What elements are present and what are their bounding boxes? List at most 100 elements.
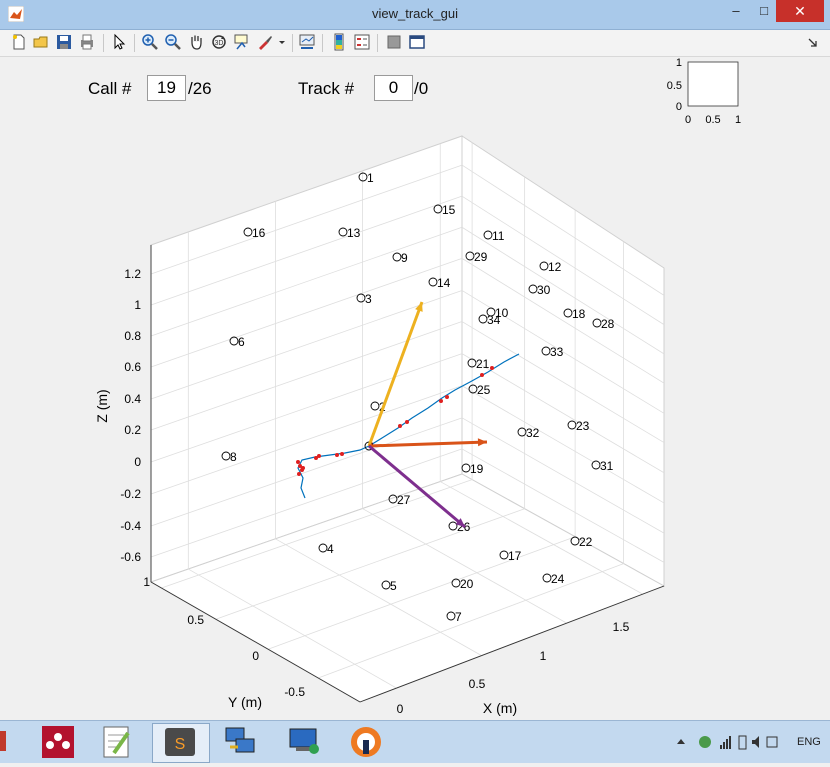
track-point (398, 424, 402, 428)
inset-axes: 1 0.5 0 0 0.5 1 (667, 57, 741, 126)
z-gridline (150, 321, 463, 431)
marker-label: 22 (579, 535, 593, 549)
z-gridline (150, 164, 463, 275)
data-cursor-icon[interactable] (233, 33, 251, 51)
legend-icon[interactable] (353, 33, 371, 51)
plot-svg[interactable]: 1 0.5 0 0 0.5 1 1.2 1 0.8 0.6 0.4 0.2 0 -0.2 -0.… (0, 0, 830, 720)
marker-label: 9 (401, 251, 408, 265)
z-tick-label: 0.2 (124, 423, 141, 437)
track-number-input[interactable]: 0 (374, 75, 413, 101)
marker-circle (541, 346, 551, 356)
marker-label: 8 (230, 450, 237, 464)
y-axis-label: Y (m) (228, 694, 262, 710)
tray-signal-icon[interactable] (720, 736, 731, 749)
y-tick-label: 0 (252, 649, 259, 663)
mendeley-task[interactable] (36, 723, 88, 761)
marker-label: 30 (537, 283, 551, 297)
x-tick-labels: 0 0.5 1 1.5 (397, 620, 630, 716)
z-tick-label: 1 (134, 298, 141, 312)
marker-circle (448, 521, 458, 531)
title-bar: view_track_gui – □ ✕ (0, 0, 830, 30)
brush-icon[interactable] (256, 33, 274, 51)
new-figure-icon[interactable] (10, 33, 28, 51)
colorbar-icon[interactable] (330, 33, 348, 51)
tray-security-icon[interactable] (699, 736, 711, 748)
marker-circle (370, 401, 380, 411)
arrow-head (455, 518, 465, 527)
marker-label: 24 (551, 572, 565, 586)
open-file-icon[interactable] (32, 33, 50, 51)
minimize-button[interactable]: – (732, 3, 740, 18)
x-axis-line (359, 585, 665, 703)
x-tick-label: 1.5 (613, 620, 630, 634)
brush-dropdown-icon[interactable] (277, 33, 287, 51)
maximize-button[interactable]: □ (760, 3, 768, 18)
tray-volume-icon[interactable] (752, 736, 759, 748)
marker-circle (539, 261, 549, 271)
marker-label: 34 (487, 313, 501, 327)
rotate-3d-icon[interactable]: 3D (210, 33, 228, 51)
print-icon[interactable] (78, 33, 96, 51)
call-number-input[interactable]: 19 (147, 75, 186, 101)
close-button[interactable]: ✕ (776, 0, 824, 22)
marker-circle (499, 550, 509, 560)
tray-up-arrow-icon[interactable] (677, 739, 685, 744)
sublime-icon: S (165, 728, 195, 756)
marker-label: 5 (390, 579, 397, 593)
marker-circle (528, 284, 538, 294)
z-gridline (461, 164, 665, 296)
y-gridline (161, 479, 473, 589)
marker-label: 14 (437, 276, 451, 290)
zoom-out-icon[interactable] (164, 33, 182, 51)
marker-circle (446, 611, 456, 621)
openvpn-task[interactable] (344, 723, 396, 761)
zoom-in-icon[interactable] (141, 33, 159, 51)
taskbar-edge-app[interactable] (0, 731, 6, 751)
marker-label: 27 (397, 493, 411, 507)
marker-label: 16 (252, 226, 266, 240)
inset-xtick: 1 (735, 114, 741, 126)
hide-plot-tools-icon[interactable] (385, 33, 403, 51)
openvpn-icon (351, 727, 381, 757)
call-label: Call # (88, 79, 132, 98)
track-point (340, 452, 344, 456)
notepadpp-task[interactable] (94, 723, 146, 761)
pan-hand-icon[interactable] (187, 33, 205, 51)
marker-circle (221, 451, 231, 461)
sublime-task[interactable]: S (152, 723, 210, 763)
z-gridline (150, 448, 463, 558)
marker-circle (318, 543, 328, 553)
track-point (317, 454, 321, 458)
remote-desktop-task[interactable] (280, 723, 332, 761)
orientation-arrows (367, 301, 488, 529)
z-tick-label: -0.6 (120, 550, 141, 564)
marker-circle (478, 314, 488, 324)
marker-label: 6 (238, 335, 245, 349)
x-gridline (188, 568, 397, 689)
pointer-icon[interactable] (110, 33, 128, 51)
window-title: view_track_gui (372, 6, 458, 21)
notepad-plus-icon (103, 726, 130, 758)
marker-label: 15 (442, 203, 456, 217)
inset-ytick: 0 (676, 101, 682, 113)
marker-circle (358, 172, 368, 182)
language-indicator[interactable]: ENG (797, 736, 821, 748)
z-gridline (461, 290, 665, 414)
link-plot-icon[interactable] (298, 33, 316, 51)
toolbar-dock-arrow-icon[interactable] (806, 33, 820, 51)
tray-notification-icon[interactable] (766, 736, 778, 748)
inset-xtick: 0 (685, 114, 691, 126)
inset-xtick: 0.5 (705, 114, 720, 126)
marker-circle (392, 252, 402, 262)
z-axis-label: Z (m) (94, 389, 110, 422)
save-icon[interactable] (55, 33, 73, 51)
marker-circle (542, 573, 552, 583)
call-total: /26 (188, 79, 212, 98)
network-task[interactable] (218, 723, 270, 761)
marker-label: 3 (365, 292, 372, 306)
show-plot-tools-icon[interactable] (408, 33, 426, 51)
track-point (405, 420, 409, 424)
marker-label: 1 (367, 171, 374, 185)
tray-battery-icon[interactable] (738, 735, 747, 750)
system-tray (677, 735, 778, 750)
